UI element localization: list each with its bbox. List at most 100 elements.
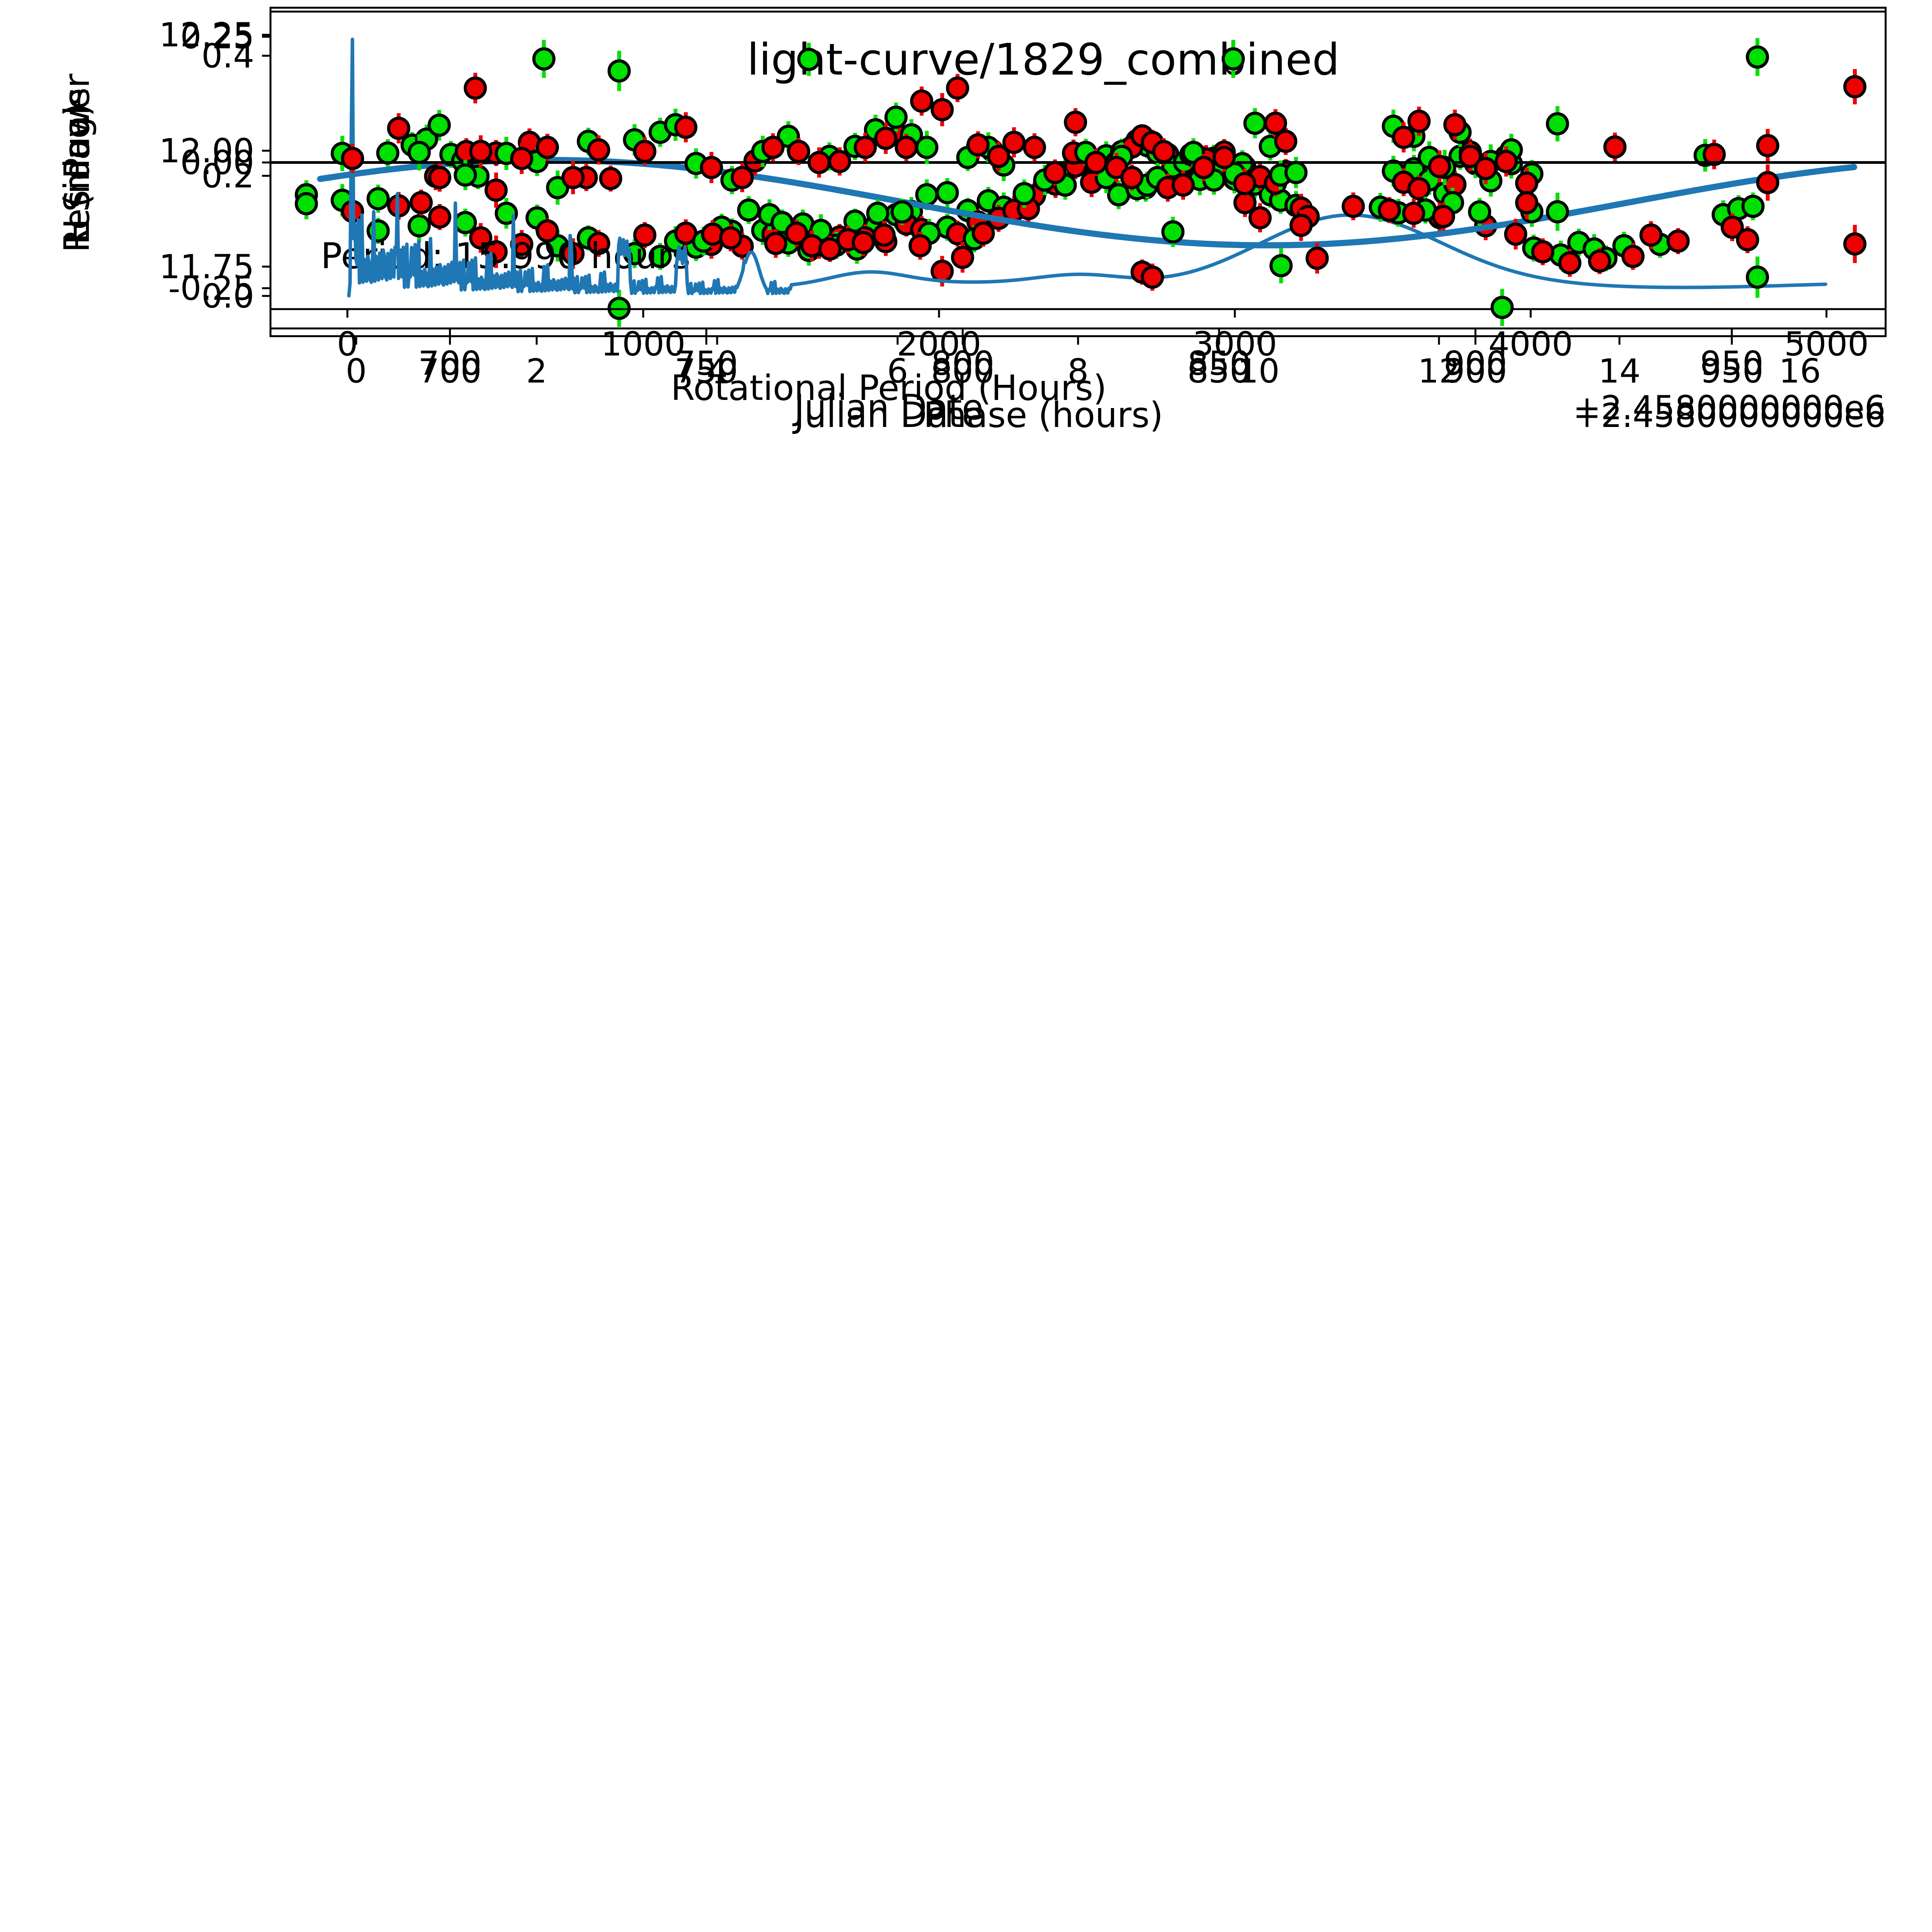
data-point xyxy=(895,136,918,159)
x-axis-label: Julian Date xyxy=(792,395,983,435)
x-tick-label: 5000 xyxy=(1784,325,1869,364)
data-point xyxy=(1274,129,1298,153)
data-point xyxy=(1843,75,1867,99)
x-tick-label: 850 xyxy=(1187,344,1251,383)
data-point xyxy=(409,191,433,214)
data-point xyxy=(1666,230,1690,253)
x-tick-label: 10 xyxy=(1237,352,1279,391)
x-tick-label: 850 xyxy=(1187,352,1251,391)
y-tick-label: 11.75 xyxy=(159,248,254,286)
x-tick-label: 4000 xyxy=(1488,325,1573,364)
y-tick-label: 12.00 xyxy=(159,132,254,170)
x-tick-label: 900 xyxy=(1444,344,1507,383)
data-point xyxy=(1843,232,1867,256)
data-point xyxy=(561,166,585,189)
x-tick-label: 900 xyxy=(1444,352,1507,391)
data-point xyxy=(1474,157,1497,180)
data-point xyxy=(294,192,318,216)
data-point xyxy=(890,200,914,224)
sinusoid-fit-curve xyxy=(317,157,1857,248)
data-point xyxy=(852,231,875,254)
y-tick-label: 12.25 xyxy=(159,16,254,54)
data-point xyxy=(719,226,742,250)
data-point xyxy=(807,151,831,174)
data-point xyxy=(797,48,821,71)
data-point xyxy=(1407,177,1431,201)
data-point xyxy=(427,114,451,137)
data-point xyxy=(1746,265,1769,289)
x-tick-label: 6 xyxy=(887,352,908,391)
x-axis-label: Phase (hours) xyxy=(923,395,1163,435)
data-point xyxy=(1702,143,1726,166)
data-point xyxy=(787,139,810,163)
data-point xyxy=(1546,200,1569,224)
data-point xyxy=(1221,47,1245,71)
data-point xyxy=(1428,155,1451,178)
data-point xyxy=(1141,265,1164,289)
x-tick-label: 0 xyxy=(345,352,367,391)
data-point xyxy=(1192,156,1216,179)
y-axis-label: Residuals xyxy=(57,88,97,253)
data-point xyxy=(828,150,851,173)
data-point xyxy=(1459,145,1482,168)
data-point xyxy=(428,166,451,189)
x-tick-label: 950 xyxy=(1700,352,1764,391)
data-point xyxy=(1248,206,1272,230)
data-point xyxy=(674,116,697,139)
data-point xyxy=(454,163,477,187)
data-point xyxy=(510,147,534,170)
x-tick-label: 16 xyxy=(1779,352,1821,391)
data-point xyxy=(946,76,969,100)
series-red xyxy=(341,74,1867,291)
x-tick-label: 0 xyxy=(337,325,358,364)
data-point xyxy=(484,179,508,202)
x-tick-label: 4 xyxy=(707,352,728,391)
data-point xyxy=(1721,216,1744,239)
y-tick-label: 0.2 xyxy=(201,157,254,196)
data-point xyxy=(536,219,559,243)
x-axis-label: Julian Date xyxy=(792,387,983,428)
ls-power-curve xyxy=(347,37,1828,298)
data-point xyxy=(1490,296,1514,319)
data-point xyxy=(464,77,487,100)
data-point xyxy=(1213,146,1236,169)
x-tick-label: 750 xyxy=(675,352,738,391)
data-point xyxy=(764,232,787,255)
data-point xyxy=(971,221,995,245)
data-point xyxy=(587,138,611,162)
data-point xyxy=(1269,254,1293,277)
data-point xyxy=(1284,161,1308,184)
data-point xyxy=(495,202,518,225)
data-point xyxy=(1012,182,1036,206)
x-tick-label: 2000 xyxy=(897,325,981,364)
data-point xyxy=(469,139,493,163)
data-point xyxy=(966,133,990,156)
x-axis-label: Rotational Period (Hours) xyxy=(671,368,1107,408)
data-point xyxy=(1432,205,1455,228)
y-tick-label: 0.25 xyxy=(180,18,254,56)
data-point xyxy=(854,136,877,159)
y-tick-label: -0.25 xyxy=(168,269,254,308)
y-tick-label: 12.25 xyxy=(159,16,254,54)
data-point xyxy=(1289,214,1313,237)
data-point xyxy=(1515,191,1539,214)
x-tick-label: 3000 xyxy=(1192,325,1277,364)
data-point xyxy=(1023,136,1046,159)
y-axis-label: H (mag) xyxy=(57,103,97,245)
data-point xyxy=(818,237,842,261)
data-point xyxy=(884,105,908,129)
data-point xyxy=(987,145,1010,168)
data-point xyxy=(1064,111,1087,134)
x-tick-label: 950 xyxy=(1700,344,1764,383)
data-point xyxy=(935,181,959,204)
x-tick-label: 800 xyxy=(931,344,994,383)
data-point xyxy=(1756,171,1779,194)
x-tick-label: 14 xyxy=(1598,352,1640,391)
data-point xyxy=(730,166,754,189)
data-point xyxy=(910,89,934,113)
x-tick-label: 2 xyxy=(526,352,548,391)
x-tick-label: 12 xyxy=(1418,352,1460,391)
y-tick-label: 12.00 xyxy=(159,132,254,170)
data-point xyxy=(1443,113,1467,136)
data-point xyxy=(1378,198,1401,222)
